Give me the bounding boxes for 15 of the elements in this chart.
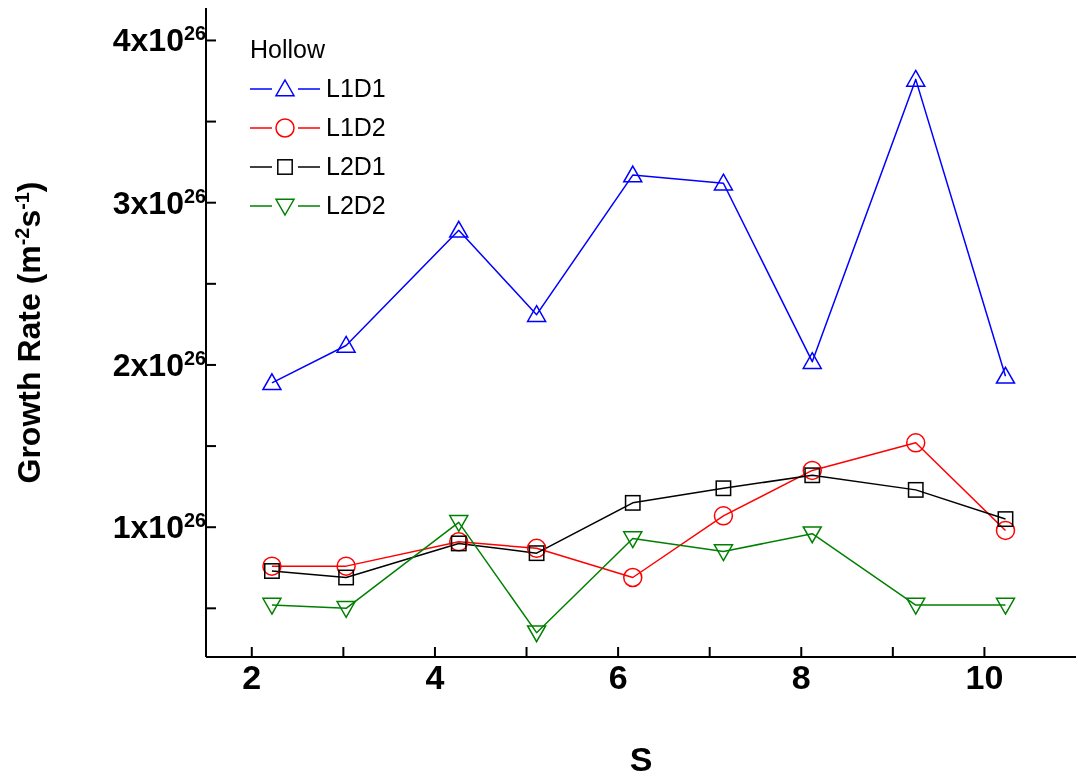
legend-label: L2D2 <box>326 190 386 221</box>
y-tick-label: 3x10$^{26}$ <box>112 184 206 221</box>
x-tick-label: 8 <box>791 658 811 696</box>
x-tick-label: 4 <box>425 658 445 696</box>
legend-label: L1D1 <box>326 73 386 104</box>
x-axis-title: S <box>629 740 653 776</box>
y-tick-label: 4x10$^{26}$ <box>112 22 206 59</box>
legend-title: Hollow <box>250 34 327 65</box>
y-tick-label: 1x10$^{26}$ <box>112 509 206 546</box>
x-tick-label: 2 <box>242 658 262 696</box>
legend-label: L1D2 <box>326 112 386 143</box>
x-tick-label: 10 <box>965 658 1004 696</box>
x-tick-label: 6 <box>608 658 628 696</box>
y-tick-label: 2x10$^{26}$ <box>112 346 206 383</box>
legend-label: L2D1 <box>326 151 386 182</box>
